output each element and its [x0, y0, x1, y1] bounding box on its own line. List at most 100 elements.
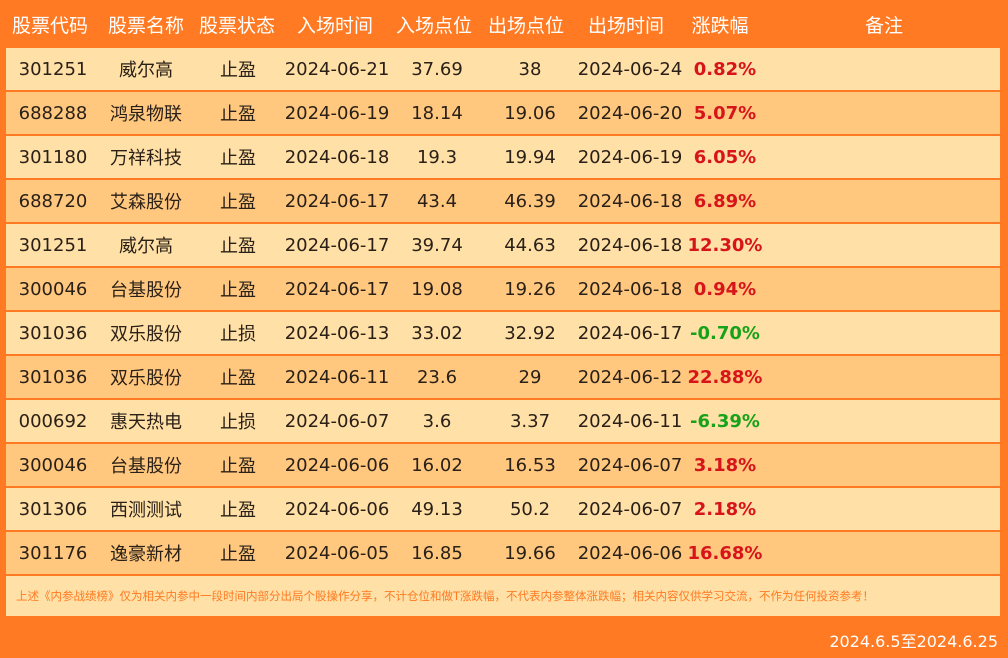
- exit-date: 2024-06-06: [577, 542, 683, 564]
- stock-name: 逸豪新材: [110, 544, 182, 565]
- entry-price: 16.02: [411, 454, 463, 476]
- exit-price: 19.66: [504, 542, 556, 564]
- stock-code: 301251: [18, 58, 88, 80]
- table-row: 301036 双乐股份 止损 2024-06-13 33.02 32.92 2024-06-…: [6, 312, 1000, 354]
- exit-price: 46.39: [504, 190, 556, 212]
- change-pct: 6.05%: [693, 146, 757, 168]
- stock-status: 止盈: [220, 236, 256, 257]
- stock-code: 301180: [18, 146, 88, 168]
- entry-price: 49.13: [411, 498, 463, 520]
- stock-name: 双乐股份: [110, 368, 182, 389]
- exit-date: 2024-06-24: [577, 58, 683, 80]
- stock-code: 301036: [18, 322, 88, 344]
- exit-date: 2024-06-19: [577, 146, 683, 168]
- date-range: 2024.6.5至2024.6.25: [829, 632, 998, 651]
- stock-status: 止盈: [220, 456, 256, 477]
- stock-status: 止盈: [220, 280, 256, 301]
- table-row: 301036 双乐股份 止盈 2024-06-11 23.6 29 2024-06-12 22…: [6, 356, 1000, 398]
- change-pct: 0.82%: [693, 58, 757, 80]
- stock-name: 台基股份: [110, 456, 182, 477]
- entry-date: 2024-06-17: [284, 234, 390, 256]
- stock-status: 止盈: [220, 500, 256, 521]
- change-pct: -0.70%: [690, 322, 760, 344]
- stock-name: 威尔高: [119, 236, 173, 257]
- stock-code: 301176: [18, 542, 88, 564]
- exit-price: 44.63: [504, 234, 556, 256]
- header-exit-price: 出场点位: [487, 14, 564, 37]
- stock-code: 301251: [18, 234, 88, 256]
- stock-status: 止盈: [220, 368, 256, 389]
- change-pct: 3.18%: [693, 454, 757, 476]
- entry-price: 3.6: [422, 410, 452, 432]
- change-pct: 0.94%: [693, 278, 757, 300]
- entry-date: 2024-06-11: [284, 366, 390, 388]
- disclaimer-note: 上述《内参战绩榜》仅为相关内参中一段时间内部分出局个股操作分享，不计仓位和做T涨…: [6, 576, 1000, 616]
- exit-price: 19.94: [504, 146, 556, 168]
- entry-price: 18.14: [411, 102, 463, 124]
- change-pct: 6.89%: [693, 190, 757, 212]
- stock-status: 止盈: [220, 544, 256, 565]
- exit-date: 2024-06-17: [577, 322, 683, 344]
- entry-date: 2024-06-13: [284, 322, 390, 344]
- stock-code: 301306: [18, 498, 88, 520]
- table-row: 301306 西测测试 止盈 2024-06-06 49.13 50.2 2024-06-0…: [6, 488, 1000, 530]
- entry-date: 2024-06-06: [284, 498, 390, 520]
- stock-name: 双乐股份: [110, 324, 182, 345]
- exit-price: 32.92: [504, 322, 556, 344]
- table-row: 301251 威尔高 止盈 2024-06-21 37.69 38 2024-06-24 0.…: [6, 48, 1000, 90]
- stock-code: 300046: [18, 278, 88, 300]
- stock-name: 威尔高: [119, 60, 173, 81]
- header-remark: 备注: [864, 14, 903, 37]
- table-row: 301251 威尔高 止盈 2024-06-17 39.74 44.63 2024-06-1…: [6, 224, 1000, 266]
- header-status: 股票状态: [198, 14, 275, 37]
- exit-date: 2024-06-07: [577, 498, 683, 520]
- stock-name: 鸿泉物联: [110, 104, 182, 125]
- stock-status: 止损: [220, 412, 256, 433]
- table-header: 股票代码 股票名称 股票状态 入场时间 入场点位 出场点位 出场时间 涨跌幅 备…: [0, 0, 1008, 48]
- header-code: 股票代码: [11, 14, 88, 37]
- table-row: 688720 艾森股份 止盈 2024-06-17 43.4 46.39 2024-06-1…: [6, 180, 1000, 222]
- table-row: 300046 台基股份 止盈 2024-06-17 19.08 19.26 2024-06-…: [6, 268, 1000, 310]
- trade-table: 301251 威尔高 止盈 2024-06-21 37.69 38 2024-06-24 0.…: [6, 48, 1000, 576]
- entry-price: 23.6: [416, 366, 458, 388]
- entry-price: 37.69: [411, 58, 463, 80]
- exit-price: 38: [518, 58, 542, 80]
- entry-date: 2024-06-06: [284, 454, 390, 476]
- exit-price: 19.06: [504, 102, 556, 124]
- stock-code: 688720: [18, 190, 88, 212]
- entry-price: 19.08: [411, 278, 463, 300]
- stock-status: 止盈: [220, 60, 256, 81]
- table-row: 300046 台基股份 止盈 2024-06-06 16.02 16.53 2024-06-…: [6, 444, 1000, 486]
- header-name: 股票名称: [107, 14, 184, 37]
- entry-date: 2024-06-05: [284, 542, 390, 564]
- exit-date: 2024-06-18: [577, 278, 683, 300]
- header-change: 涨跌幅: [691, 14, 749, 37]
- entry-date: 2024-06-17: [284, 278, 390, 300]
- exit-date: 2024-06-20: [577, 102, 683, 124]
- change-pct: 22.88%: [687, 366, 763, 388]
- stock-code: 301036: [18, 366, 88, 388]
- stock-code: 688288: [18, 102, 88, 124]
- entry-date: 2024-06-21: [284, 58, 390, 80]
- header-entry-price: 入场点位: [395, 14, 472, 37]
- entry-price: 33.02: [411, 322, 463, 344]
- table-row: 301176 逸豪新材 止盈 2024-06-05 16.85 19.66 2024-06-…: [6, 532, 1000, 574]
- table-row: 301180 万祥科技 止盈 2024-06-18 19.3 19.94 2024-06-1…: [6, 136, 1000, 178]
- change-pct: 5.07%: [693, 102, 757, 124]
- exit-price: 29: [518, 366, 542, 388]
- entry-price: 43.4: [416, 190, 458, 212]
- table-row: 000692 惠天热电 止损 2024-06-07 3.6 3.37 2024-06-11-…: [6, 400, 1000, 442]
- exit-price: 16.53: [504, 454, 556, 476]
- stock-code: 000692: [18, 410, 88, 432]
- table-row: 688288 鸿泉物联 止盈 2024-06-19 18.14 19.06 2024-06-…: [6, 92, 1000, 134]
- entry-date: 2024-06-07: [284, 410, 390, 432]
- exit-date: 2024-06-18: [577, 234, 683, 256]
- stock-code: 300046: [18, 454, 88, 476]
- exit-date: 2024-06-18: [577, 190, 683, 212]
- change-pct: 2.18%: [693, 498, 757, 520]
- exit-price: 19.26: [504, 278, 556, 300]
- stock-status: 止盈: [220, 148, 256, 169]
- stock-name: 台基股份: [110, 280, 182, 301]
- header-entry-date: 入场时间: [296, 14, 373, 37]
- entry-price: 39.74: [411, 234, 463, 256]
